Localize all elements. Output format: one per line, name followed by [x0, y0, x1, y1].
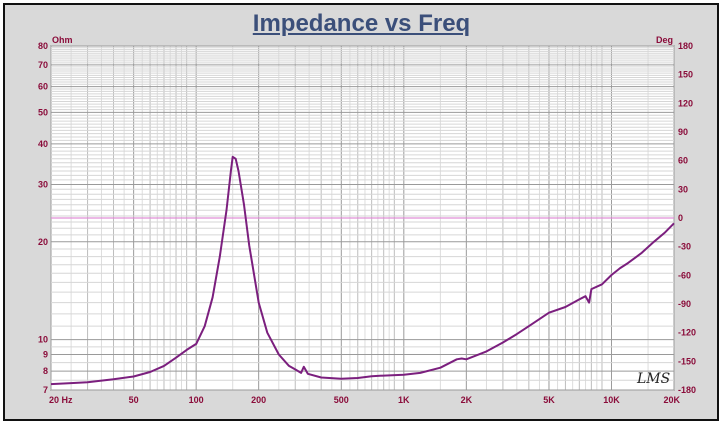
- left-axis-unit: Ohm: [52, 35, 73, 45]
- y2-tick-label: 90: [678, 127, 688, 137]
- y2-tick-label: 60: [678, 156, 688, 166]
- y2-tick-label: 0: [678, 213, 683, 223]
- x-tick-label: 10K: [603, 395, 620, 405]
- y2-tick-label: -30: [678, 242, 691, 252]
- y2-tick-label: 180: [678, 41, 693, 51]
- x-tick-label: 200: [251, 395, 266, 405]
- y2-tick-label: -90: [678, 299, 691, 309]
- y-tick-label: 40: [38, 139, 48, 149]
- right-axis-unit: Deg: [656, 35, 673, 45]
- y-tick-label: 20: [38, 237, 48, 247]
- y-tick-label: 50: [38, 107, 48, 117]
- x-tick-label: 100: [189, 395, 204, 405]
- y2-tick-label: 150: [678, 70, 693, 80]
- x-tick-label: 20K: [663, 395, 680, 405]
- y-tick-label: 60: [38, 82, 48, 92]
- y-tick-label: 9: [43, 350, 48, 360]
- x-tick-label: 50: [129, 395, 139, 405]
- y-tick-label: 70: [38, 60, 48, 70]
- x-tick-label: 5K: [543, 395, 555, 405]
- x-tick-label: 20 Hz: [49, 395, 73, 405]
- y-tick-label: 10: [38, 335, 48, 345]
- x-tick-label: 500: [334, 395, 349, 405]
- y2-tick-label: -180: [678, 385, 696, 395]
- y2-tick-label: -60: [678, 270, 691, 280]
- y-tick-label: 80: [38, 41, 48, 51]
- y2-tick-label: 120: [678, 98, 693, 108]
- y2-tick-label: -120: [678, 328, 696, 338]
- y-tick-label: 8: [43, 366, 48, 376]
- lms-watermark: LMS: [636, 371, 670, 387]
- impedance-curve: [50, 155, 675, 386]
- y2-tick-label: -150: [678, 356, 696, 366]
- x-tick-label: 2K: [461, 395, 473, 405]
- y-tick-label: 30: [38, 180, 48, 190]
- y2-tick-label: 30: [678, 184, 688, 194]
- chart-title: Impedance vs Freq: [252, 10, 471, 37]
- y-tick-label: 7: [43, 385, 48, 395]
- x-tick-label: 1K: [398, 395, 410, 405]
